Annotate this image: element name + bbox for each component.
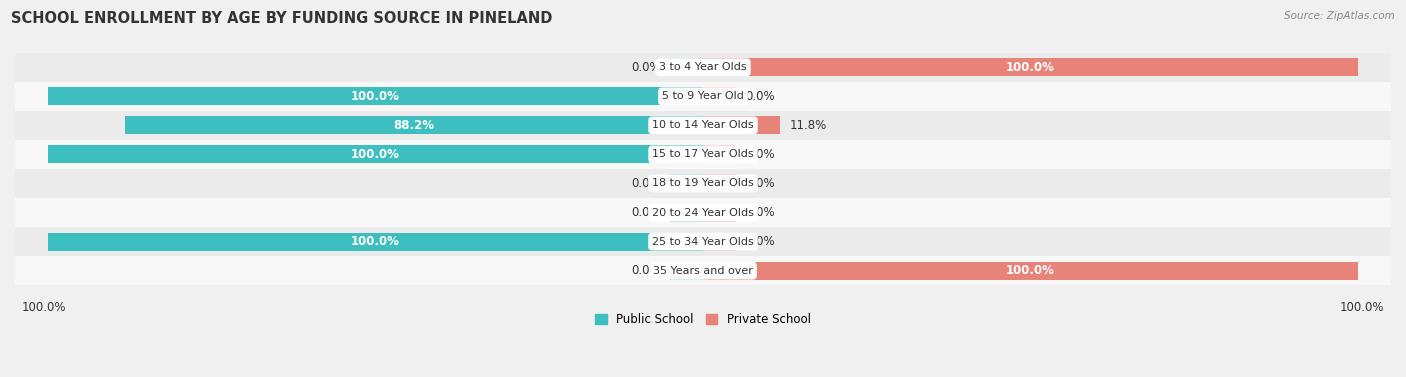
Text: 18 to 19 Year Olds: 18 to 19 Year Olds — [652, 178, 754, 188]
Bar — [703, 233, 735, 251]
Text: 35 Years and over: 35 Years and over — [652, 266, 754, 276]
Text: 0.0%: 0.0% — [745, 177, 775, 190]
Bar — [15, 53, 1391, 82]
Bar — [671, 58, 703, 76]
Text: 100.0%: 100.0% — [1007, 61, 1054, 74]
Text: 10 to 14 Year Olds: 10 to 14 Year Olds — [652, 120, 754, 130]
Text: 100.0%: 100.0% — [352, 90, 399, 103]
Text: Source: ZipAtlas.com: Source: ZipAtlas.com — [1284, 11, 1395, 21]
Bar — [671, 204, 703, 222]
Bar — [15, 111, 1391, 140]
Bar — [703, 204, 735, 222]
Bar — [15, 256, 1391, 285]
Text: 0.0%: 0.0% — [745, 206, 775, 219]
Text: 100.0%: 100.0% — [21, 301, 66, 314]
Bar — [125, 116, 703, 134]
Bar — [703, 87, 735, 105]
Text: 15 to 17 Year Olds: 15 to 17 Year Olds — [652, 149, 754, 159]
Bar — [48, 146, 703, 163]
Text: 88.2%: 88.2% — [394, 119, 434, 132]
Bar — [15, 82, 1391, 111]
Bar — [15, 227, 1391, 256]
Bar — [703, 262, 1358, 280]
Bar — [703, 58, 1358, 76]
Text: 100.0%: 100.0% — [352, 235, 399, 248]
Bar — [671, 175, 703, 193]
Legend: Public School, Private School: Public School, Private School — [591, 308, 815, 330]
Text: 100.0%: 100.0% — [352, 148, 399, 161]
Text: 20 to 24 Year Olds: 20 to 24 Year Olds — [652, 207, 754, 218]
Text: 11.8%: 11.8% — [790, 119, 827, 132]
Text: 0.0%: 0.0% — [631, 177, 661, 190]
Bar — [703, 175, 735, 193]
Text: 3 to 4 Year Olds: 3 to 4 Year Olds — [659, 62, 747, 72]
Text: SCHOOL ENROLLMENT BY AGE BY FUNDING SOURCE IN PINELAND: SCHOOL ENROLLMENT BY AGE BY FUNDING SOUR… — [11, 11, 553, 26]
Text: 25 to 34 Year Olds: 25 to 34 Year Olds — [652, 237, 754, 247]
Text: 100.0%: 100.0% — [1007, 264, 1054, 277]
Text: 0.0%: 0.0% — [745, 235, 775, 248]
Text: 0.0%: 0.0% — [631, 206, 661, 219]
Bar — [703, 146, 735, 163]
Text: 0.0%: 0.0% — [745, 148, 775, 161]
Text: 100.0%: 100.0% — [1340, 301, 1385, 314]
Bar — [48, 233, 703, 251]
Bar — [15, 169, 1391, 198]
Text: 0.0%: 0.0% — [745, 90, 775, 103]
Text: 0.0%: 0.0% — [631, 264, 661, 277]
Text: 5 to 9 Year Old: 5 to 9 Year Old — [662, 91, 744, 101]
Bar — [15, 140, 1391, 169]
Bar — [671, 262, 703, 280]
Bar — [48, 87, 703, 105]
Bar — [703, 116, 780, 134]
Bar — [15, 198, 1391, 227]
Text: 0.0%: 0.0% — [631, 61, 661, 74]
